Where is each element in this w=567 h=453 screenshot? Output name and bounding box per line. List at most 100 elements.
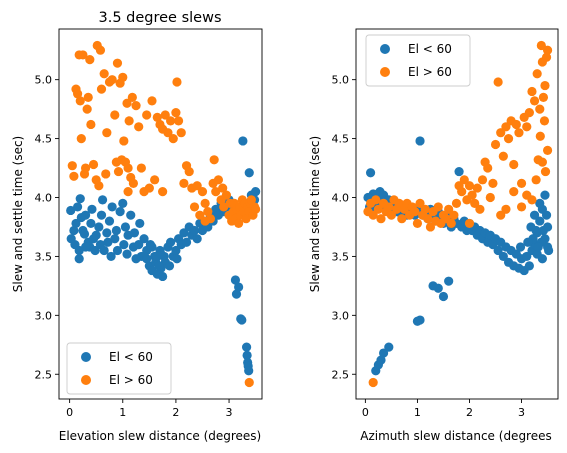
right-point-el-lt-60-24	[415, 136, 425, 146]
left-point-el-gt-60-53	[166, 116, 176, 126]
right-x-ticks: 0 1 2 3	[362, 399, 525, 419]
left-point-el-lt-60-90	[238, 136, 248, 146]
right-point-el-gt-60-71	[541, 52, 552, 62]
right-point-el-gt-60-18	[410, 207, 420, 217]
right-point-el-lt-60-77	[535, 198, 545, 208]
right-point-el-gt-60-51	[496, 128, 506, 138]
right-point-el-gt-60-40	[467, 190, 477, 200]
left-y-tick-label-0: 2.5	[35, 368, 53, 381]
right-point-el-gt-60-4	[373, 204, 383, 214]
right-point-el-lt-60-78	[537, 254, 547, 264]
left-point-el-lt-60-107	[154, 261, 164, 271]
right-point-el-lt-60-90	[415, 315, 425, 325]
left-point-el-lt-60-30	[111, 225, 121, 236]
left-point-el-gt-60-72	[211, 187, 221, 197]
right-point-el-gt-60-41	[470, 198, 480, 208]
left-point-el-lt-60-93	[242, 350, 252, 360]
left-point-el-gt-60-1	[69, 171, 79, 181]
left-point-el-gt-60-71	[209, 155, 219, 165]
right-legend-box	[365, 34, 471, 87]
right-point-el-gt-60-81	[464, 218, 475, 229]
right-point-el-gt-60-49	[490, 139, 501, 150]
left-point-el-lt-60-97	[244, 168, 254, 178]
right-point-el-gt-60-82	[496, 210, 506, 220]
left-point-el-lt-60-0	[66, 205, 76, 216]
left-chart-title: 3.5 degree slews	[98, 10, 221, 26]
left-point-el-lt-60-85	[230, 275, 241, 285]
right-point-el-gt-60-27	[433, 202, 443, 212]
left-point-el-gt-60-0	[67, 161, 77, 171]
right-point-el-lt-60-2	[365, 168, 376, 178]
right-point-el-gt-60-42	[472, 183, 482, 193]
left-point-el-lt-60-10	[79, 229, 90, 239]
left-point-el-gt-60-3	[73, 89, 83, 99]
right-point-el-gt-60-3	[371, 195, 381, 205]
right-x-tick-label-2: 2	[466, 406, 473, 419]
right-point-el-lt-60-75	[529, 210, 540, 220]
right-point-el-lt-60-88	[384, 342, 394, 352]
left-point-el-gt-60-9	[80, 163, 91, 173]
right-legend-label-el-gt-60: El > 60	[408, 65, 452, 79]
left-point-el-gt-60-21	[101, 169, 111, 179]
left-point-el-lt-60-69	[189, 225, 200, 236]
left-point-el-gt-60-22	[102, 128, 112, 138]
left-point-el-lt-60-17	[90, 245, 100, 256]
left-point-el-lt-60-25	[103, 237, 113, 247]
left-point-el-gt-60-66	[197, 187, 208, 197]
left-point-el-gt-60-34	[122, 98, 132, 108]
right-y-tick-label-4: 4.5	[332, 133, 350, 146]
right-point-el-gt-60-69	[542, 45, 553, 55]
right-y-axis-label: Slew and settle time (sec)	[308, 136, 322, 292]
left-point-el-gt-60-32	[119, 136, 129, 146]
left-point-el-gt-60-24	[107, 75, 117, 85]
left-point-el-lt-60-89	[237, 315, 247, 325]
right-y-tick-label-2: 3.5	[332, 250, 350, 263]
left-point-el-gt-60-73	[213, 175, 224, 185]
right-point-el-lt-60-54	[493, 245, 503, 256]
left-point-el-gt-60-64	[192, 181, 202, 191]
left-point-el-gt-60-41	[134, 122, 144, 132]
right-point-el-gt-60-76	[539, 116, 550, 126]
left-y-tick-label-5: 5.0	[35, 74, 53, 87]
left-point-el-gt-60-100	[123, 187, 133, 197]
left-point-el-lt-60-19	[94, 222, 104, 232]
left-point-el-gt-60-6	[76, 133, 86, 144]
left-point-el-lt-60-87	[234, 282, 244, 292]
right-x-tick-label-1: 1	[414, 406, 421, 419]
right-point-el-gt-60-19	[412, 218, 423, 229]
left-point-el-gt-60-19	[96, 84, 107, 94]
left-point-el-lt-60-15	[87, 204, 97, 214]
right-point-el-gt-60-39	[464, 181, 475, 191]
right-point-el-gt-60-48	[488, 178, 498, 188]
right-point-el-lt-60-95	[526, 222, 536, 232]
left-point-el-gt-60-18	[95, 45, 106, 55]
right-point-el-gt-60-80	[368, 377, 378, 388]
right-y-tick-label-1: 3.0	[332, 309, 350, 322]
left-point-el-gt-60-98	[251, 204, 261, 214]
left-point-el-gt-60-13	[86, 119, 96, 130]
left-point-el-lt-60-60	[166, 237, 176, 247]
left-point-el-lt-60-36	[122, 249, 132, 259]
left-point-el-gt-60-20	[99, 69, 109, 79]
right-point-el-gt-60-78	[540, 166, 551, 177]
left-point-el-lt-60-66	[181, 237, 192, 247]
left-x-tick-label-1: 1	[119, 406, 126, 419]
left-point-el-lt-60-92	[241, 342, 252, 352]
right-point-el-lt-60-87	[378, 348, 389, 358]
left-point-el-lt-60-42	[134, 240, 144, 250]
left-point-el-gt-60-7	[78, 50, 88, 60]
right-x-tick-label-3: 3	[518, 406, 525, 419]
left-point-el-gt-60-28	[113, 166, 124, 177]
left-point-el-gt-60-42	[136, 163, 146, 173]
right-legend-marker-el-gt-60	[380, 67, 390, 77]
left-point-el-lt-60-59	[164, 261, 175, 271]
right-point-el-gt-60-31	[444, 204, 454, 214]
right-point-el-gt-60-61	[522, 122, 532, 132]
left-point-el-lt-60-35	[120, 222, 131, 232]
right-point-el-gt-60-9	[386, 210, 396, 220]
left-point-el-gt-60-14	[88, 159, 99, 170]
left-point-el-gt-60-36	[124, 116, 134, 126]
right-point-el-lt-60-66	[524, 261, 534, 271]
left-point-el-lt-60-33	[118, 198, 128, 208]
left-point-el-gt-60-17	[94, 181, 104, 191]
